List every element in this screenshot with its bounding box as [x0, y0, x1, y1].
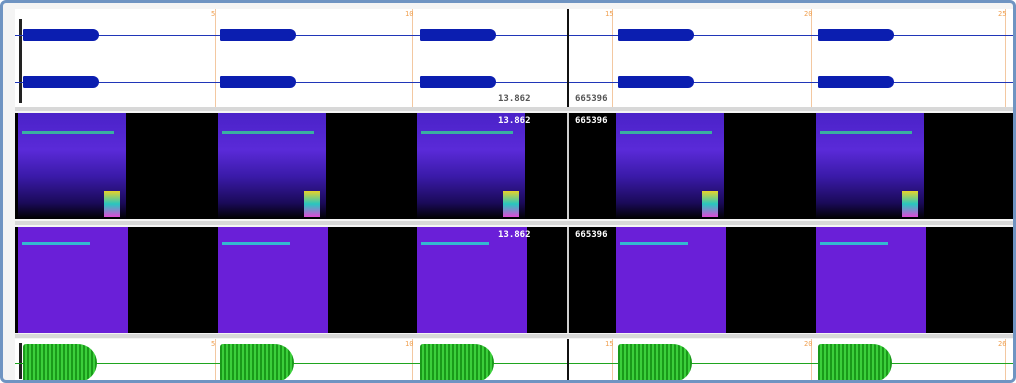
- cursor-sample-readout: 665396: [575, 116, 608, 126]
- ruler-tick-label: 20: [804, 340, 813, 348]
- ruler-tick-label: 15: [605, 10, 614, 18]
- track-splitter[interactable]: [15, 334, 1013, 338]
- track-splitter[interactable]: [15, 107, 1013, 111]
- ruler-tick-label: 5: [211, 10, 216, 18]
- spectrogram-segment: [18, 227, 128, 333]
- cursor-sample-readout: 665396: [575, 230, 608, 240]
- channel-2-burst: [220, 76, 296, 88]
- spectral-band: [222, 242, 290, 245]
- ruler-tick-label: 10: [405, 340, 414, 348]
- playback-cursor[interactable]: [567, 227, 569, 333]
- spectral-band: [820, 131, 912, 134]
- cursor-sample-readout: 665396: [575, 94, 608, 104]
- low-frequency-hotspot: [304, 191, 320, 217]
- channel-2-burst: [23, 76, 99, 88]
- grid-line: [412, 339, 413, 380]
- channel-2-burst: [818, 76, 894, 88]
- channel-2-baseline: [15, 82, 1013, 83]
- spectrogram-segment: [218, 113, 326, 219]
- summary-burst: [220, 344, 294, 380]
- ruler-tick-label: 10: [405, 10, 414, 18]
- grid-line: [1005, 339, 1006, 380]
- spectral-band: [22, 242, 90, 245]
- cursor-time-readout: 13.862: [498, 230, 531, 240]
- waveform-track-summary[interactable]: 5 10 15 20 26: [15, 339, 1013, 380]
- track-splitter[interactable]: [15, 221, 1013, 225]
- summary-burst: [618, 344, 692, 380]
- grid-line: [811, 9, 812, 107]
- channel-2-burst: [618, 76, 694, 88]
- ruler-tick-label: 15: [605, 340, 614, 348]
- spectral-band: [222, 131, 314, 134]
- summary-burst: [420, 344, 494, 380]
- channel-1-baseline: [15, 35, 1013, 36]
- channel-1-burst: [818, 29, 894, 41]
- spectrogram-segment: [616, 113, 724, 219]
- summary-burst: [818, 344, 892, 380]
- ruler-tick-label: 20: [804, 10, 813, 18]
- spectral-band: [820, 242, 888, 245]
- ruler-tick-label: 5: [211, 340, 216, 348]
- grid-line: [1005, 9, 1006, 107]
- low-frequency-hotspot: [702, 191, 718, 217]
- spectral-band: [421, 242, 489, 245]
- spectrogram-segment: [816, 113, 924, 219]
- spectral-band: [22, 131, 114, 134]
- spectrogram-segment: [616, 227, 726, 333]
- channel-2-burst: [420, 76, 496, 88]
- summary-burst: [23, 344, 97, 380]
- spectral-band: [620, 242, 688, 245]
- ruler-tick-label: 25: [998, 10, 1007, 18]
- playback-cursor[interactable]: [567, 9, 569, 107]
- cursor-time-readout: 13.862: [498, 94, 531, 104]
- spectrogram-segment: [816, 227, 926, 333]
- spectrogram-track-log[interactable]: 13.862 665396: [15, 227, 1013, 333]
- waveform-track-stereo[interactable]: 5 10 15 20 25 13.862 665396: [15, 9, 1013, 107]
- grid-line: [612, 339, 613, 380]
- track-left-edge: [19, 19, 22, 103]
- grid-line: [215, 9, 216, 107]
- spectral-band: [620, 131, 712, 134]
- channel-1-burst: [23, 29, 99, 41]
- low-frequency-hotspot: [503, 191, 519, 217]
- grid-line: [215, 339, 216, 380]
- spectrogram-segment: [417, 227, 527, 333]
- track-left-edge: [19, 343, 22, 379]
- spectrogram-segment: [218, 227, 328, 333]
- spectrogram-segment: [18, 113, 126, 219]
- spectrogram-segment: [417, 113, 525, 219]
- channel-1-burst: [618, 29, 694, 41]
- grid-line: [412, 9, 413, 107]
- summary-baseline: [15, 363, 1013, 364]
- cursor-time-readout: 13.862: [498, 116, 531, 126]
- low-frequency-hotspot: [104, 191, 120, 217]
- ruler-tick-label: 26: [998, 340, 1007, 348]
- channel-1-burst: [420, 29, 496, 41]
- channel-1-burst: [220, 29, 296, 41]
- low-frequency-hotspot: [902, 191, 918, 217]
- grid-line: [612, 9, 613, 107]
- spectrogram-track-linear[interactable]: 13.862 665396: [15, 113, 1013, 219]
- grid-line: [811, 339, 812, 380]
- spectral-band: [421, 131, 513, 134]
- playback-cursor[interactable]: [567, 339, 569, 380]
- playback-cursor[interactable]: [567, 113, 569, 219]
